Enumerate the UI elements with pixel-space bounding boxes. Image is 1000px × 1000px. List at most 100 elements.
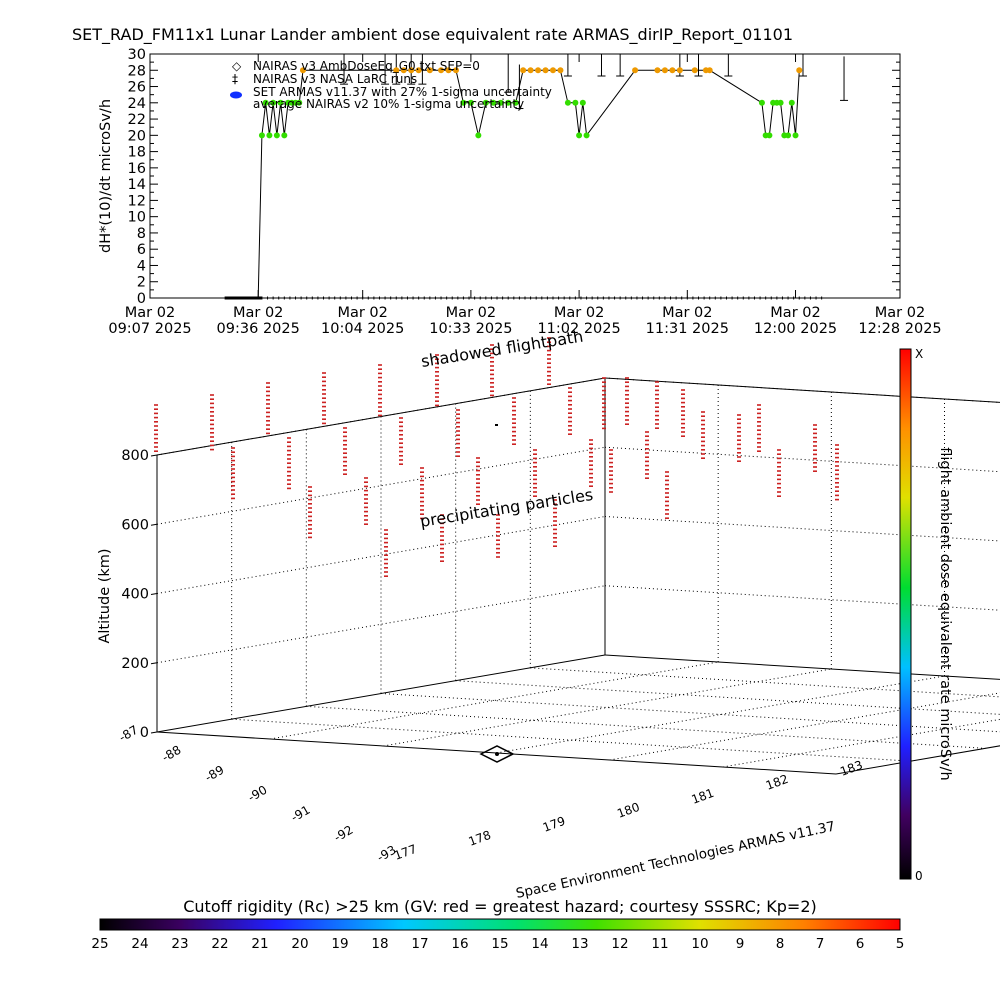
armas-data-point	[426, 67, 433, 74]
longitude-tick-label: 177	[392, 842, 418, 863]
altitude-tick-label: 400	[121, 587, 149, 603]
rigidity-tick-label: 11	[651, 936, 668, 952]
armas-data-point	[796, 67, 803, 74]
dose-colorbar	[899, 348, 912, 880]
armas-data-point	[564, 99, 571, 106]
y-tick-label: 24	[128, 96, 146, 112]
armas-data-point	[273, 132, 280, 139]
armas-data-point	[579, 99, 586, 106]
armas-data-point	[535, 67, 542, 74]
y-tick-label: 28	[128, 63, 146, 79]
legend-label: NAIRAS v3 AmbDoseEq_G0.txt SEP=0	[253, 59, 480, 73]
armas-data-point	[408, 67, 415, 74]
rigidity-tick-label: 16	[451, 936, 468, 952]
cutoff-rigidity-ticks: 25 24 23 22 21 20 19 18 17 16 15 14 13 12 11 10 9 8 7 6 5	[91, 936, 904, 952]
x-tick-date: Mar 02	[233, 305, 283, 321]
x-tick-time: 10:04 2025	[321, 321, 404, 337]
legend-marker-blue	[230, 91, 242, 99]
cutoff-rigidity-colorbar	[99, 918, 901, 931]
armas-data-point	[400, 67, 407, 74]
side-wall-gridline	[604, 585, 1000, 611]
x-tick-date: Mar 02	[337, 305, 387, 321]
armas-data-point	[557, 67, 564, 74]
rigidity-tick-label: 9	[736, 936, 745, 952]
altitude-tick-label: 200	[121, 656, 149, 672]
longitude-tick-label: 178	[467, 828, 493, 849]
y-tick-label: 16	[128, 161, 146, 177]
floor-gridline	[380, 693, 1000, 733]
armas-data-point	[572, 99, 579, 106]
altitude-tick	[150, 731, 158, 734]
x-tick-date: Mar 02	[875, 305, 925, 321]
armas-data-point	[785, 132, 792, 139]
rigidity-tick-label: 12	[611, 936, 628, 952]
altitude-axis-label: Altitude (km)	[97, 548, 113, 643]
longitude-tick-label: 179	[541, 814, 567, 835]
rigidity-tick-label: 25	[91, 936, 108, 952]
rigidity-tick-label: 22	[211, 936, 228, 952]
legend-label: average NAIRAS v2 10% 1-sigma uncertaint…	[253, 97, 524, 111]
y-tick-label: 14	[128, 177, 146, 193]
armas-data-point	[654, 67, 661, 74]
x-tick-time: 12:00 2025	[754, 321, 837, 337]
floor-gridline	[722, 718, 1000, 768]
x-tick-date: Mar 02	[770, 305, 820, 321]
y-tick-label: 8	[137, 226, 146, 242]
armas-data-point	[512, 99, 519, 106]
armas-data-point	[460, 99, 467, 106]
armas-data-point	[258, 132, 265, 139]
colorbar-top-label: X	[915, 347, 923, 361]
y-tick-label: 18	[128, 145, 146, 161]
armas-data-point	[661, 67, 668, 74]
lander-position-dot	[495, 752, 499, 756]
armas-data-point	[467, 99, 474, 106]
longitude-tick-label: 181	[690, 786, 716, 807]
armas-data-point	[497, 99, 504, 106]
armas-data-point	[632, 67, 639, 74]
y-tick-label: 0	[137, 291, 146, 307]
altitude-tick-label: 800	[121, 448, 149, 464]
x-tick-time: 10:33 2025	[429, 321, 512, 337]
armas-data-point	[542, 67, 549, 74]
floor-gridline	[231, 718, 911, 762]
y-tick-label: 2	[137, 275, 146, 291]
armas-data-point	[270, 99, 277, 106]
altitude-tick	[150, 593, 158, 595]
annotation-precipitating-particles: precipitating particles	[419, 485, 595, 531]
altitude-tick	[150, 662, 158, 665]
rigidity-tick-label: 20	[291, 936, 308, 952]
y-tick-label: 26	[128, 80, 146, 96]
armas-data-point	[482, 99, 489, 106]
armas-data-point	[669, 67, 676, 74]
frame-edge	[156, 654, 606, 733]
legend-entry-set-armas: SET ARMAS v11.37 with 27% 1-sigma uncert…	[230, 85, 552, 99]
longitude-tick-label: 182	[764, 772, 790, 793]
armas-data-point	[438, 67, 445, 74]
armas-data-point	[706, 67, 713, 74]
armas-data-point	[520, 67, 527, 74]
altitude-tick-label: 600	[121, 517, 149, 533]
armas-data-point	[299, 67, 306, 74]
armas-data-point	[527, 67, 534, 74]
armas-data-point	[445, 67, 452, 74]
rigidity-tick-label: 23	[171, 936, 188, 952]
rigidity-tick-label: 8	[776, 936, 785, 952]
back-wall-gridline	[156, 516, 606, 594]
x-tick-date: Mar 02	[446, 305, 496, 321]
cutoff-rigidity-title: Cutoff rigidity (Rc) >25 km (GV: red = g…	[183, 897, 817, 916]
armas-data-point	[490, 99, 497, 106]
armas-data-point	[393, 67, 400, 74]
y-tick-label: 20	[128, 128, 146, 144]
rigidity-tick-label: 18	[371, 936, 388, 952]
armas-data-point	[475, 132, 482, 139]
armas-data-point	[296, 99, 303, 106]
rigidity-tick-label: 10	[691, 936, 708, 952]
colorbar-bottom-label: 0	[915, 869, 923, 883]
latitude-tick-label: -91	[289, 803, 313, 825]
x-tick-date: Mar 02	[662, 305, 712, 321]
frame-edge	[604, 377, 1000, 403]
y-tick-label: 30	[128, 47, 146, 63]
y-tick-label: 6	[137, 242, 146, 258]
latitude-tick-label: -92	[332, 823, 356, 845]
legend: ◇ NAIRAS v3 AmbDoseEq_G0.txt SEP=0 ‡ NAI…	[230, 59, 552, 111]
